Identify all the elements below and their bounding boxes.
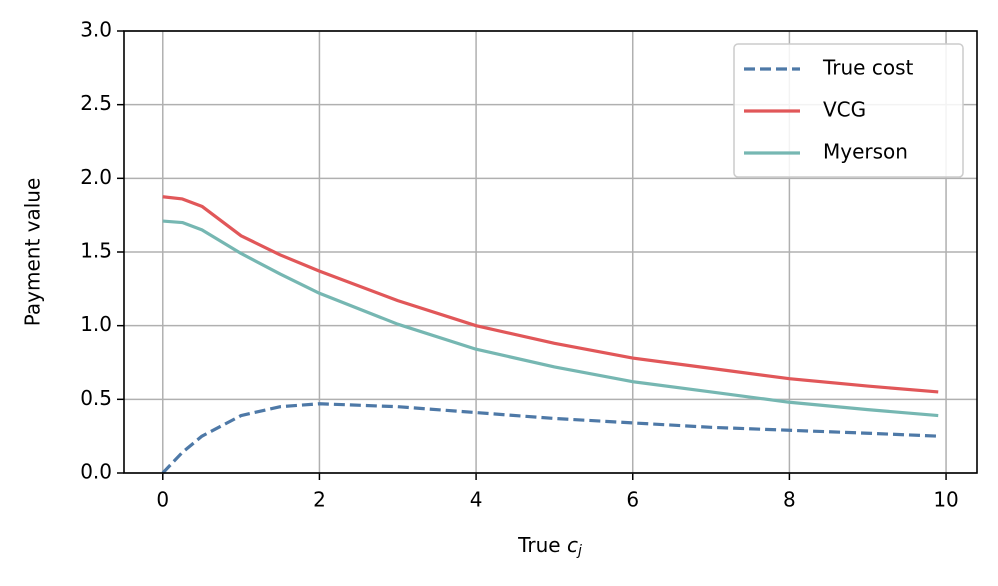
y-axis-label: Payment value — [21, 178, 45, 327]
legend: True cost VCG Myerson — [733, 43, 964, 178]
x-tick-label: 2 — [313, 488, 326, 512]
y-tick-label: 1.0 — [80, 312, 112, 336]
x-label-sub: j — [576, 543, 582, 559]
x-tick-label: 8 — [783, 488, 796, 512]
y-tick-label: 2.5 — [80, 91, 112, 115]
y-tick-label: 0.0 — [80, 460, 112, 484]
data-line — [162, 195, 939, 394]
x-label-text: True — [517, 533, 560, 557]
y-tick-label: 3.0 — [80, 18, 112, 42]
legend-label: Myerson — [823, 140, 908, 164]
y-tick-label: 1.5 — [80, 239, 112, 263]
legend-box — [733, 43, 964, 178]
legend-label: VCG — [823, 98, 866, 122]
y-tick-label: 0.5 — [80, 386, 112, 410]
plot-frame — [123, 30, 978, 474]
data-line — [161, 402, 939, 475]
x-axis-label: True cj — [517, 533, 582, 560]
x-tick-label: 6 — [626, 488, 639, 512]
x-label-var: c — [567, 533, 578, 557]
data-line — [162, 219, 939, 418]
x-tick-label: 10 — [933, 488, 958, 512]
legend-label: True cost — [822, 56, 913, 80]
x-tick-label: 4 — [470, 488, 483, 512]
y-tick-label: 2.0 — [80, 165, 112, 189]
x-tick-label: 0 — [156, 488, 169, 512]
